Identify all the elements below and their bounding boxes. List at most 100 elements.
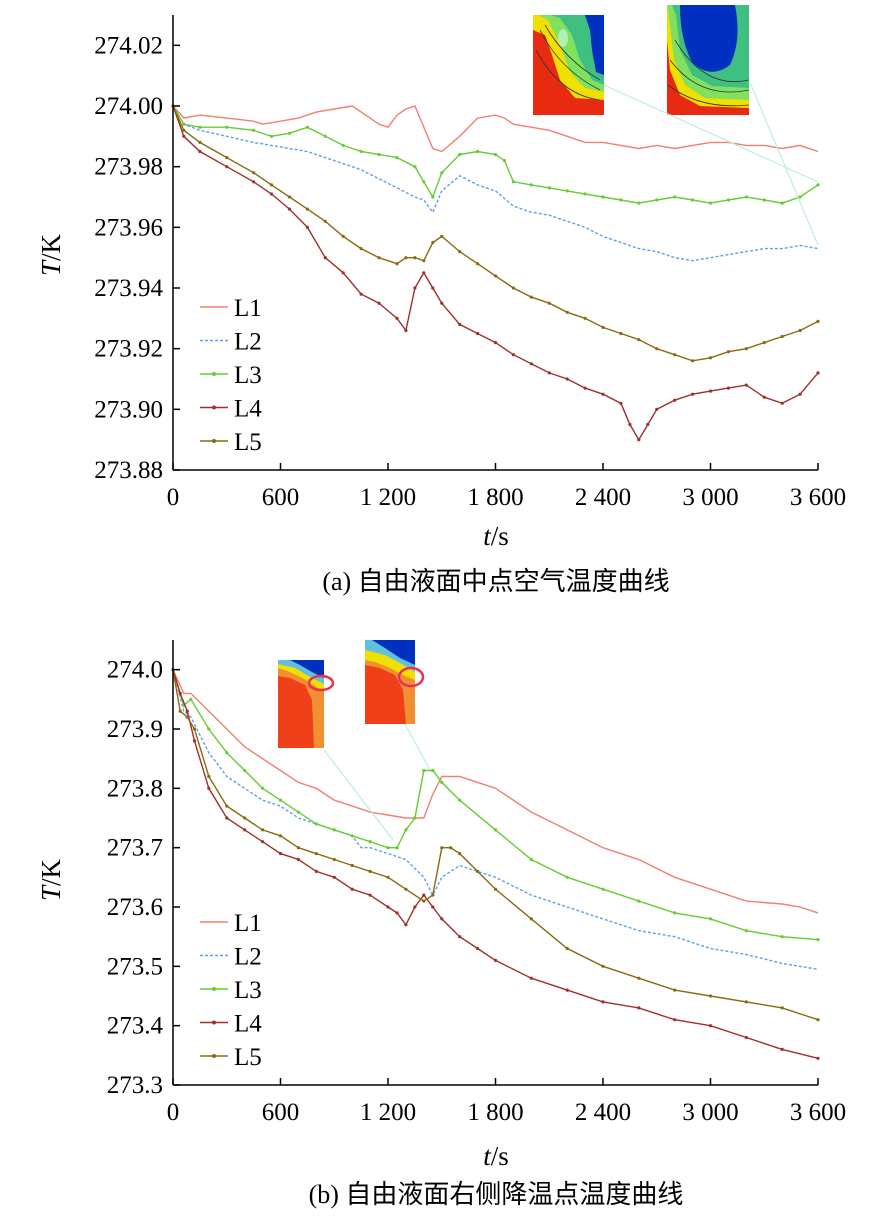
chart-b-series-l3-point — [261, 786, 265, 790]
chart-a-y-tick-label: 273.90 — [94, 396, 163, 423]
chart-b-series-l3-point — [440, 780, 444, 785]
chart-a-series-l3-point — [377, 152, 381, 157]
chart-b-y-tick-label: 273.3 — [107, 1072, 163, 1099]
chart-b-series-l4-point — [192, 739, 197, 743]
chart-a-series-l5-point — [413, 256, 417, 260]
chart-a-series-l5-point — [601, 325, 605, 329]
chart-a-series-l3-point — [395, 156, 399, 160]
chart-b-series-l3-point — [708, 917, 713, 921]
chart-b-series-l5-point — [816, 1018, 820, 1022]
chart-a-series-l1-line — [172, 105, 819, 153]
chart-a-series-l5-point — [565, 310, 569, 314]
chart-b-series-l4-point — [243, 828, 247, 832]
chart-b-series-l3-point — [744, 929, 748, 933]
chart-a-series-l3-point — [529, 183, 533, 187]
chart-b-series-l4-point — [314, 869, 318, 874]
chart-a-series-l3-point — [182, 122, 186, 126]
chart-a-series-l4-point — [377, 301, 381, 305]
chart-a-series-l5-point — [395, 262, 399, 266]
chart-a-caption: (a) 自由液面中点空气温度曲线 — [322, 567, 669, 596]
chart-b-series-l4-point — [368, 893, 372, 897]
chart-b-series-l5-point — [314, 852, 318, 856]
chart-b-series-l5-point — [493, 887, 498, 891]
chart-b-series-l4-point — [476, 946, 480, 951]
chart-a-series-l2-line — [172, 105, 819, 262]
chart-a-series-l3-point — [511, 180, 515, 184]
chart-b-series-l3-point — [431, 768, 435, 773]
chart-b-series-l3-point — [368, 840, 372, 844]
chart-b-axes: 273.3 273.4 273.5 273.6 273.7 273.8 273.9 274.0… — [107, 640, 846, 1126]
chart-a-series-l4-point — [601, 392, 605, 396]
chart-a-series-l5-point — [431, 240, 435, 245]
chart-a-y-tick-label: 273.92 — [94, 336, 163, 363]
chart-a-y-tick-label: 273.98 — [94, 154, 163, 181]
chart-b-series-l5-point — [261, 828, 265, 832]
chart-a-series-l3-point — [798, 195, 802, 199]
chart-b-series-l4-point — [422, 893, 426, 897]
chart-b-series-l3-point — [413, 816, 417, 820]
chart-b-series-l5-point — [601, 964, 605, 968]
chart-b-series-l5-point — [296, 846, 300, 850]
chart-a-series-l3-point — [305, 125, 309, 129]
chart-a-y-axis-label: T/K — [36, 233, 66, 276]
chart-b-y-tick-label: 273.5 — [107, 953, 163, 980]
chart-a-series-l4-point — [493, 341, 498, 345]
chart-b-series-l4-point — [404, 923, 408, 927]
chart-b-x-axis-label: t/s — [483, 1141, 509, 1171]
chart-a-x-tick-label: 1 200 — [360, 484, 416, 511]
chart-a-insets — [533, 5, 819, 246]
chart-b-y-tick-label: 273.8 — [107, 775, 163, 802]
chart-a-legend-marker — [212, 372, 216, 376]
chart-b-series-l3-point — [332, 828, 336, 832]
chart-a: 273.88 273.90 273.92 273.94 273.96 273.98 274.… — [36, 5, 846, 596]
chart-b-x-tick-label: 3 000 — [682, 1099, 738, 1126]
chart-a-series-l5-point — [323, 219, 327, 223]
chart-a-series-l5-point — [708, 356, 713, 360]
chart-a-series-l4-point — [413, 286, 417, 290]
chart-b-series-l4-line — [172, 669, 819, 1059]
chart-a-series-l5-point — [404, 256, 408, 260]
chart-a-series-l4-point — [547, 371, 551, 375]
chart-a-legend-label-l5: L5 — [234, 429, 262, 456]
chart-b-series-l5-point — [637, 976, 641, 980]
chart-b-insets — [278, 640, 431, 841]
chart-a-series-l3-point — [287, 131, 292, 135]
chart-a-legend-label-l1: L1 — [234, 295, 262, 322]
chart-b-series-l5-point — [449, 846, 453, 850]
chart-a-series-l5-point — [511, 286, 515, 290]
chart-b-series-l4-point — [601, 1000, 605, 1004]
chart-a-series-l4-point — [404, 328, 408, 333]
chart-a-series-l5-line — [172, 105, 819, 362]
chart-b-x-tick-label: 1 200 — [360, 1099, 416, 1126]
chart-b-x-tick-label: 3 600 — [790, 1099, 846, 1126]
chart-b-legend-marker — [212, 987, 216, 991]
chart-a-series-l5-point — [341, 234, 345, 238]
chart-a-series-l3-point — [440, 171, 444, 175]
chart-b-series-l4-point — [278, 852, 283, 856]
chart-a-series-l4-point — [744, 383, 748, 387]
chart-b-series-l3-point — [350, 834, 354, 838]
chart-a-series-l4-point — [619, 401, 623, 405]
chart-b-series-l5-point — [565, 946, 569, 951]
chart-a-series-l5-point — [493, 274, 498, 278]
chart-a-y-tick-label: 274.02 — [94, 32, 163, 59]
chart-b-series-l5-point — [207, 774, 211, 779]
chart-a-series-l3-point — [413, 165, 417, 169]
chart-a-series-l4-point — [583, 386, 587, 390]
chart-b-series-l5-point — [192, 727, 197, 731]
chart-a-series-l3-point — [601, 195, 605, 199]
inset-b-2 — [365, 640, 425, 724]
chart-a-x-tick-label: 0 — [167, 484, 180, 511]
chart-a-series-l5-point — [440, 234, 444, 238]
chart-a-series-l3-point — [422, 180, 426, 184]
chart-b-series-l1-line — [172, 669, 819, 914]
chart-b-series-l3-point — [296, 810, 300, 814]
chart-a-series-l4-point — [440, 301, 444, 305]
chart-a-series-l4-point — [646, 422, 650, 427]
chart-a-series-l4-point — [198, 149, 202, 154]
chart-b-y-tick-label: 274.0 — [107, 657, 163, 684]
chart-b-series-l3-point — [529, 857, 533, 862]
chart-b-x-tick-label: 1 800 — [467, 1099, 523, 1126]
chart-a-series-l5-point — [673, 353, 677, 357]
chart-b-series-l4-point — [350, 887, 354, 891]
